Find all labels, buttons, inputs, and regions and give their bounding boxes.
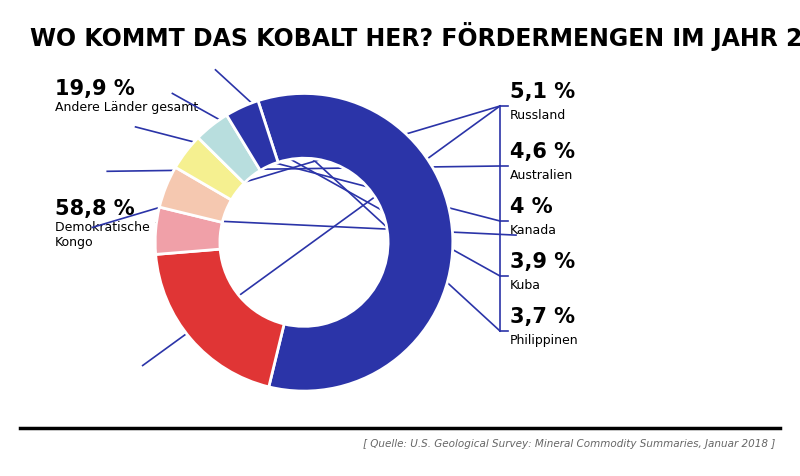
Text: Russland: Russland xyxy=(510,109,566,122)
Wedge shape xyxy=(159,168,231,223)
Text: 4 %: 4 % xyxy=(510,197,553,217)
Wedge shape xyxy=(226,101,278,171)
Text: 3,9 %: 3,9 % xyxy=(510,251,575,271)
Text: 3,7 %: 3,7 % xyxy=(510,307,575,327)
Text: WO KOMMT DAS KOBALT HER? FÖRDERMENGEN IM JAHR 2017: WO KOMMT DAS KOBALT HER? FÖRDERMENGEN IM… xyxy=(30,22,800,51)
Wedge shape xyxy=(258,94,453,391)
Text: Australien: Australien xyxy=(510,169,574,182)
Text: Andere Länder gesamt: Andere Länder gesamt xyxy=(55,101,198,114)
Text: Kuba: Kuba xyxy=(510,278,541,291)
Wedge shape xyxy=(156,249,284,387)
Text: 5,1 %: 5,1 % xyxy=(510,82,575,102)
Wedge shape xyxy=(175,139,244,200)
Text: Philippinen: Philippinen xyxy=(510,333,578,346)
Wedge shape xyxy=(198,116,260,184)
Text: 58,8 %: 58,8 % xyxy=(55,198,134,218)
Text: Demokratische Republik
Kongo: Demokratische Republik Kongo xyxy=(55,220,208,248)
Text: 19,9 %: 19,9 % xyxy=(55,79,134,99)
Wedge shape xyxy=(155,208,222,255)
Text: [ Quelle: U.S. Geological Survey: Mineral Commodity Summaries, Januar 2018 ]: [ Quelle: U.S. Geological Survey: Minera… xyxy=(362,438,775,448)
Text: Kanada: Kanada xyxy=(510,224,557,237)
Text: 4,6 %: 4,6 % xyxy=(510,142,575,162)
